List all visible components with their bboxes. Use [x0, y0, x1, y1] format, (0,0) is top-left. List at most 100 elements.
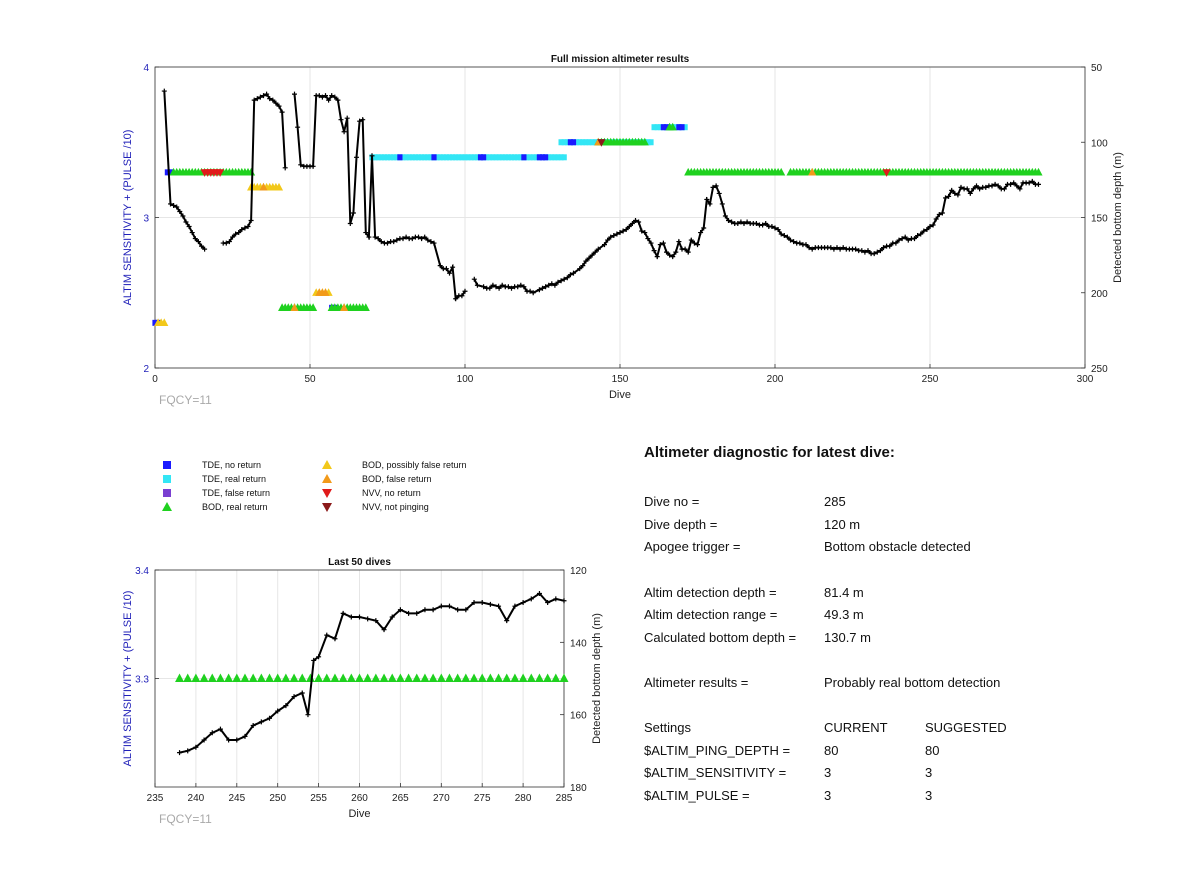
depth-point-marker: [234, 737, 240, 743]
ping-depth-label: $ALTIM_PING_DEPTH =: [644, 743, 791, 758]
depth-point-marker: [437, 263, 443, 269]
x-tick-label: 280: [515, 793, 532, 804]
bod-marker: [248, 673, 258, 682]
depth-point-marker: [459, 293, 465, 299]
bod-false-marker: [259, 182, 268, 191]
depth-point-marker: [974, 183, 979, 189]
depth-point-marker: [329, 93, 335, 99]
tde-marker: [487, 154, 493, 161]
depth-point-marker: [995, 183, 1001, 189]
depth-point-marker: [270, 97, 276, 103]
depth-point-marker: [438, 603, 444, 609]
depth-point-marker: [518, 282, 524, 288]
y2-tick-label: 140: [570, 638, 587, 649]
depth-point-marker: [691, 240, 697, 246]
depth-point-marker: [443, 266, 449, 272]
legend-triangle-down-icon: [322, 503, 332, 512]
depth-point-marker: [254, 96, 260, 102]
depth-point-marker: [707, 201, 713, 207]
bod-marker: [640, 137, 649, 146]
depth-point-marker: [479, 600, 485, 606]
tde-marker: [412, 154, 418, 161]
depth-point-marker: [509, 285, 514, 291]
tde-marker: [660, 124, 666, 131]
nvv-not-pinging-marker: [597, 139, 606, 147]
depth-point-marker: [955, 192, 961, 198]
bod-marker: [355, 673, 364, 682]
depth-point-marker: [553, 596, 559, 602]
depth-point-marker: [899, 236, 905, 242]
x-axis-label: Dive: [348, 808, 370, 820]
tde-marker: [527, 154, 533, 161]
depth-point-marker: [983, 184, 989, 190]
x-tick-label: 245: [228, 793, 245, 804]
x-tick-label: 260: [351, 793, 368, 804]
depth-point-marker: [496, 285, 502, 291]
depth-point-marker: [763, 221, 769, 227]
depth-point-marker: [1029, 178, 1035, 184]
depth-point-marker: [316, 93, 322, 99]
depth-point-marker: [311, 657, 317, 663]
altim-depth-value: 81.4 m: [824, 585, 864, 600]
bod-false-marker: [321, 288, 330, 296]
y2-axis-label: Detected bottom depth (m): [591, 613, 603, 744]
depth-point-marker: [788, 237, 793, 243]
depth-point-marker: [481, 284, 487, 290]
y2-tick-label: 120: [570, 566, 587, 577]
depth-point-marker: [561, 276, 567, 282]
tde-marker: [570, 139, 577, 146]
tde-marker: [388, 154, 394, 161]
y-tick-label: 4: [143, 63, 149, 74]
tde-marker: [549, 154, 555, 161]
depth-point-marker: [282, 165, 288, 171]
tde-marker: [567, 139, 573, 146]
depth-point-marker: [487, 285, 493, 291]
depth-point-marker: [258, 719, 264, 725]
bod-marker: [273, 673, 283, 682]
ping-depth-suggested: 80: [925, 743, 940, 758]
depth-point-marker: [970, 186, 976, 192]
depth-point-marker: [536, 591, 542, 597]
depth-point-marker: [713, 183, 719, 189]
depth-point-marker: [242, 733, 248, 739]
bod-marker: [289, 673, 299, 682]
tde-marker: [372, 154, 378, 161]
depth-point-marker: [430, 607, 436, 613]
x-tick-label: 270: [433, 793, 450, 804]
tde-marker: [434, 154, 440, 161]
depth-point-marker: [645, 236, 651, 242]
depth-point-marker: [958, 184, 964, 190]
depth-point-marker: [769, 224, 775, 230]
depth-point-marker: [226, 239, 232, 245]
bod-marker: [183, 673, 193, 682]
legend-square-icon: [163, 489, 171, 497]
tde-marker: [428, 154, 434, 161]
tde-marker: [555, 154, 561, 161]
depth-point-marker: [316, 654, 322, 660]
depth-point-marker: [912, 236, 917, 242]
x-tick-label: 285: [556, 793, 573, 804]
depth-point-marker: [354, 154, 359, 160]
tde-marker: [431, 154, 437, 161]
depth-point-marker: [276, 103, 282, 109]
depth-point-marker: [809, 246, 815, 252]
dive-depth-value: 120 m: [824, 517, 861, 532]
apogee-trigger-value: Bottom obstacle detected: [824, 539, 971, 554]
depth-point-marker: [192, 236, 198, 242]
depth-point-marker: [676, 239, 682, 245]
tde-marker: [400, 154, 406, 161]
results-value: Probably real bottom detection: [824, 675, 1001, 690]
depth-point-marker: [273, 100, 279, 106]
tde-marker: [533, 154, 539, 161]
tde-marker: [512, 154, 518, 161]
depth-point-marker: [414, 610, 420, 616]
depth-point-marker: [967, 190, 973, 196]
depth-point-marker: [180, 213, 186, 219]
depth-point-marker: [564, 275, 570, 281]
depth-point-marker: [242, 225, 248, 231]
altim-depth-label: Altim detection depth =: [644, 585, 777, 600]
bod-marker: [395, 673, 405, 682]
depth-point-marker: [760, 222, 766, 228]
depth-point-marker: [642, 230, 648, 236]
